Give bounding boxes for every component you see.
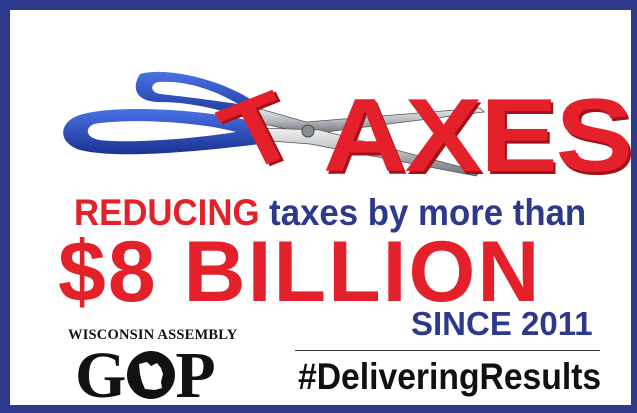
headline-reducing-line: REDUCING taxes by more than: [74, 194, 586, 231]
since-text: SINCE 2011: [411, 305, 593, 342]
amount-text: $8 BILLION: [58, 224, 542, 320]
scissors-icon: [63, 71, 485, 177]
organization-name: WISCONSIN ASSEMBLY: [68, 327, 238, 343]
gop-logo-g: G: [75, 339, 127, 412]
gop-logo: G P: [75, 343, 216, 406]
wisconsin-state-icon: [125, 346, 177, 399]
taxes-letter-a: A: [322, 78, 407, 194]
taxes-letter-e: E: [480, 78, 558, 194]
taxes-word: T AXES: [204, 72, 632, 194]
taxes-letter-s: S: [555, 78, 632, 194]
taxes-letter-x: X: [404, 78, 483, 194]
hashtag-text: #DeliveringResults: [298, 356, 602, 397]
hashtag-box: #DeliveringResults: [295, 350, 602, 405]
taxes-by-text: taxes by more than: [269, 192, 587, 233]
reducing-text: REDUCING: [74, 192, 260, 233]
gop-logo-p: P: [175, 339, 216, 412]
